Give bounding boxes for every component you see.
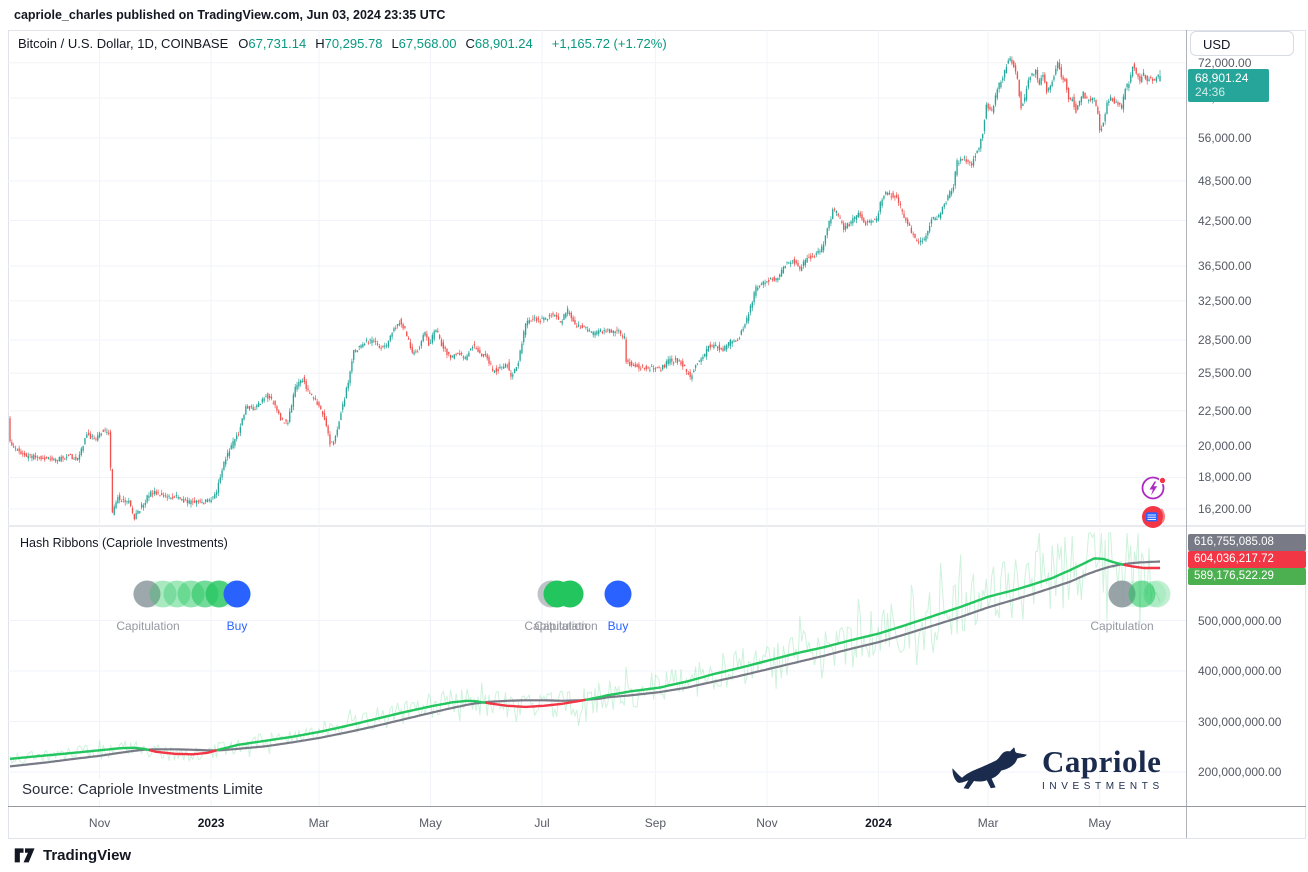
price-change: +1,165.72 (+1.72%) bbox=[551, 36, 667, 51]
currency-label: USD bbox=[1203, 37, 1231, 52]
last-price-badge: 68,901.24 24:36 bbox=[1188, 69, 1269, 102]
green-signal-circle bbox=[149, 580, 177, 608]
frame-bottom bbox=[8, 838, 1306, 839]
capriole-subtext: INVESTMENTS bbox=[1042, 781, 1164, 792]
price-axis-label: 16,200.00 bbox=[1198, 502, 1252, 516]
hash-axis-label: 500,000,000.00 bbox=[1198, 613, 1282, 628]
gray-signal-circle bbox=[133, 580, 161, 608]
time-axis-label: Nov bbox=[756, 816, 778, 830]
tradingview-footer[interactable]: TradingView bbox=[14, 845, 131, 865]
price-axis-label: 72,000.00 bbox=[1198, 55, 1252, 70]
hash-rate-30d-line bbox=[1123, 563, 1160, 570]
time-axis-label: May bbox=[419, 816, 442, 830]
hash-axis-label: 300,000,000.00 bbox=[1198, 714, 1282, 729]
symbol-title: Bitcoin / U.S. Dollar, 1D, COINBASE bbox=[18, 36, 229, 51]
ohlc-value: 67,568.00 bbox=[398, 36, 457, 51]
price-chart-canvas[interactable] bbox=[8, 30, 1186, 526]
last-price-value: 68,901.24 bbox=[1195, 71, 1249, 85]
green-signal-circle bbox=[1143, 580, 1171, 608]
indicator-title: Hash Ribbons (Capriole Investments) bbox=[20, 536, 228, 550]
price-axis-label: 25,500.00 bbox=[1198, 366, 1252, 381]
price-axis-separator bbox=[1186, 30, 1187, 838]
bar-countdown: 24:36 bbox=[1195, 85, 1226, 99]
price-axis-label: 18,000.00 bbox=[1198, 470, 1252, 485]
time-axis-label: 2024 bbox=[865, 816, 892, 830]
hash-rate-30d-line bbox=[148, 748, 217, 756]
hash-value-badge: 589,176,522.29 bbox=[1188, 568, 1306, 585]
hash-rate-raw-line bbox=[9, 531, 1161, 765]
grid bbox=[8, 30, 1186, 526]
candles bbox=[9, 55, 1161, 521]
time-axis-separator bbox=[8, 806, 1306, 807]
capitulation-label: Capitulation bbox=[116, 619, 180, 633]
gray-signal-circle bbox=[1108, 580, 1136, 608]
price-axis-label: 32,500.00 bbox=[1198, 293, 1252, 308]
hash-axis-label: 400,000,000.00 bbox=[1198, 664, 1282, 678]
ohlc-value: 68,901.24 bbox=[474, 36, 533, 51]
price-axis-label: 22,500.00 bbox=[1198, 403, 1252, 418]
green-signal-circle bbox=[163, 580, 191, 608]
price-axis-label: 28,500.00 bbox=[1198, 333, 1252, 348]
hash-rate-30d-line bbox=[485, 698, 587, 709]
capitulation-label: Capitulation bbox=[524, 619, 588, 633]
hash-ribbons-canvas[interactable] bbox=[8, 528, 1186, 806]
frame-left bbox=[8, 30, 9, 838]
price-axis-label: 56,000.00 bbox=[1198, 131, 1252, 145]
ohlc-letter: C bbox=[465, 36, 475, 51]
buy-label: Buy bbox=[607, 619, 629, 633]
ohlc-letter: O bbox=[238, 36, 249, 51]
time-axis-label: Jul bbox=[534, 816, 550, 830]
capitulation-label: Capitulation bbox=[534, 619, 598, 633]
hash-rate-30d-line bbox=[9, 746, 150, 761]
hash-value-badge: 604,036,217.72 bbox=[1188, 551, 1306, 568]
time-axis-label: Mar bbox=[308, 816, 330, 830]
green-signal-circle bbox=[556, 580, 584, 608]
time-axis-label: Mar bbox=[977, 816, 999, 830]
currency-selector[interactable]: USD bbox=[1190, 31, 1294, 56]
ohlc-value: 67,731.14 bbox=[248, 36, 307, 51]
attribution-text: capriole_charles published on TradingVie… bbox=[14, 8, 446, 22]
capriole-horse-icon bbox=[952, 747, 1027, 789]
flash-ideas-icon[interactable] bbox=[1140, 474, 1168, 502]
capriole-wordmark: Capriole bbox=[1042, 744, 1162, 779]
frame-top bbox=[8, 30, 1306, 31]
ohlc-letter: H bbox=[315, 36, 325, 51]
green-signal-circle bbox=[1128, 580, 1156, 608]
price-axis-label: 42,500.00 bbox=[1198, 213, 1252, 228]
buy-label: Buy bbox=[226, 619, 248, 633]
price-axis-label: 20,000.00 bbox=[1198, 438, 1252, 453]
us-market-flag-icon[interactable] bbox=[1140, 504, 1166, 530]
tradingview-brand: TradingView bbox=[43, 846, 132, 864]
ohlc-values: O67,731.14 H70,295.78 L67,568.00 C68,901.24 bbox=[238, 36, 542, 51]
time-axis-label: May bbox=[1088, 816, 1111, 830]
ohlc-letter: L bbox=[391, 36, 399, 51]
hash-value-badge: 616,755,085.08 bbox=[1188, 534, 1306, 551]
ohlc-value: 70,295.78 bbox=[324, 36, 383, 51]
hash-rate-30d-line bbox=[585, 557, 1124, 701]
tradingview-logo-icon bbox=[14, 848, 35, 863]
price-axis-label: 48,500.00 bbox=[1198, 174, 1252, 189]
price-axis-label: 36,500.00 bbox=[1198, 259, 1252, 274]
capriole-logo: Capriole INVESTMENTS bbox=[950, 742, 1164, 796]
time-axis-label: 2023 bbox=[197, 816, 225, 830]
buy-signal-circle bbox=[223, 580, 251, 608]
capitulation-label: Capitulation bbox=[1090, 619, 1154, 633]
hash-rate-30d-line bbox=[216, 699, 486, 752]
hash-axis-label: 200,000,000.00 bbox=[1198, 765, 1282, 779]
time-axis-label: Sep bbox=[644, 816, 667, 830]
source-note: Source: Capriole Investments Limite bbox=[20, 779, 264, 800]
frame-right bbox=[1305, 30, 1306, 838]
time-axis-label: Nov bbox=[88, 816, 111, 830]
pane-divider bbox=[8, 525, 1306, 527]
symbol-info-bar: Bitcoin / U.S. Dollar, 1D, COINBASE O67,… bbox=[18, 36, 667, 51]
buy-signal-circle bbox=[604, 580, 632, 608]
